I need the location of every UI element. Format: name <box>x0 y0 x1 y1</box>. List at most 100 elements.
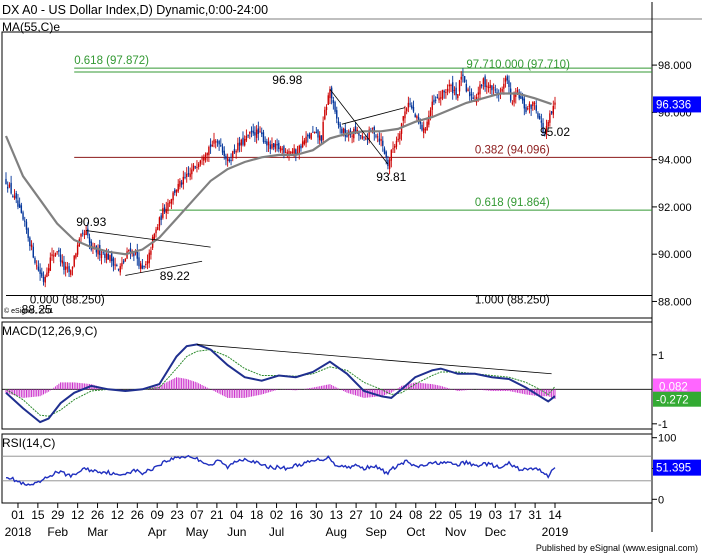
candle-body <box>204 154 207 160</box>
candle-body <box>486 85 488 88</box>
macd-title: MACD(12,26,9,C) <box>2 324 97 338</box>
candle-body <box>310 133 312 139</box>
candle-body <box>15 193 17 199</box>
candle-body <box>272 143 275 148</box>
candle-body <box>371 127 374 129</box>
candle-body <box>525 107 527 113</box>
candle-body <box>44 276 46 283</box>
candle-body <box>404 111 406 119</box>
candle-body <box>550 111 553 114</box>
candle-body <box>141 265 144 269</box>
candle-body <box>327 95 329 105</box>
trendline <box>341 107 406 125</box>
macd-panel: 1 -1 0.082 -0.272 <box>2 343 701 431</box>
candle-body <box>232 151 234 159</box>
candle-body <box>544 134 546 136</box>
time-tick-day: 30 <box>310 508 324 522</box>
y-tick-label: 100 <box>658 433 676 445</box>
candle-body <box>64 266 67 270</box>
candle-body <box>460 76 462 80</box>
fib-level-label: 0.382 (94.096) <box>475 144 550 156</box>
candle-body <box>254 132 256 136</box>
candle-body <box>63 261 65 270</box>
candle-body <box>385 151 387 158</box>
fib-level-label: 0.618 (91.864) <box>475 197 550 209</box>
time-tick-day: 05 <box>449 508 463 522</box>
candle-body <box>342 128 345 133</box>
candle-body <box>18 204 21 208</box>
candle-body <box>409 103 411 105</box>
candle-body <box>538 116 541 120</box>
candle-body <box>542 122 544 132</box>
candle-body <box>8 184 11 187</box>
candle-body <box>42 276 45 282</box>
candle-body <box>436 96 439 98</box>
y-tick-label: -1 <box>658 419 668 431</box>
candle-body <box>330 87 333 99</box>
time-tick-month: Sep <box>365 525 387 539</box>
candle-body <box>220 145 222 147</box>
candle-body <box>448 84 450 87</box>
y-tick-label: 92.000 <box>658 202 692 214</box>
candle-body <box>146 261 149 264</box>
candle-body <box>261 132 263 135</box>
candle-body <box>339 124 341 128</box>
candle-body <box>20 205 23 213</box>
candle-body <box>276 144 278 146</box>
candle-body <box>484 76 486 87</box>
candle-body <box>462 74 464 77</box>
candle-body <box>7 186 9 189</box>
candle-body <box>443 90 445 93</box>
trendline <box>329 88 389 165</box>
candle-body <box>354 126 357 133</box>
candle-body <box>126 251 128 259</box>
time-tick-day: 21 <box>210 508 224 522</box>
candle-body <box>82 232 84 234</box>
candle-body <box>27 228 29 238</box>
candle-body <box>329 89 331 99</box>
candle-body <box>59 254 62 262</box>
y-tick-label: 98.000 <box>658 60 692 72</box>
candle-body <box>552 105 554 115</box>
candle-body <box>83 233 86 235</box>
candle-body <box>363 136 365 138</box>
candle-body <box>168 202 171 204</box>
candle-body <box>279 147 282 151</box>
rsi-panel: 10050051.395 <box>2 433 701 506</box>
candle-body <box>184 176 186 178</box>
candle-body <box>423 127 425 134</box>
candle-body <box>66 267 69 269</box>
candle-body <box>283 146 285 153</box>
candle-body <box>136 250 138 259</box>
candle-body <box>134 252 137 254</box>
candle-body <box>88 237 91 243</box>
candle-body <box>366 138 369 140</box>
y-tick-label: 88.000 <box>658 296 692 308</box>
candle-body <box>324 109 326 120</box>
time-tick-day: 26 <box>91 508 105 522</box>
y-tick-label: 1 <box>658 350 664 362</box>
candle-body <box>530 104 532 109</box>
candle-body <box>34 257 36 263</box>
candle-body <box>511 102 514 104</box>
candle-body <box>313 131 316 133</box>
candle-body <box>211 144 214 146</box>
time-tick-day: 27 <box>349 508 363 522</box>
candle-body <box>216 141 219 143</box>
time-tick-day: 02 <box>270 508 284 522</box>
time-tick-day: 08 <box>409 508 423 522</box>
candle-body <box>336 110 338 119</box>
candle-body <box>337 121 340 125</box>
time-tick-day: 16 <box>290 508 304 522</box>
candle-body <box>463 76 466 82</box>
candle-body <box>334 102 336 112</box>
candle-body <box>290 152 292 154</box>
candle-body <box>419 119 422 124</box>
candle-body <box>243 139 246 146</box>
candle-body <box>494 89 497 91</box>
price-annotation: 96.98 <box>272 73 302 87</box>
candle-body <box>116 265 118 267</box>
candle-body <box>139 263 142 270</box>
candle-body <box>30 244 33 248</box>
